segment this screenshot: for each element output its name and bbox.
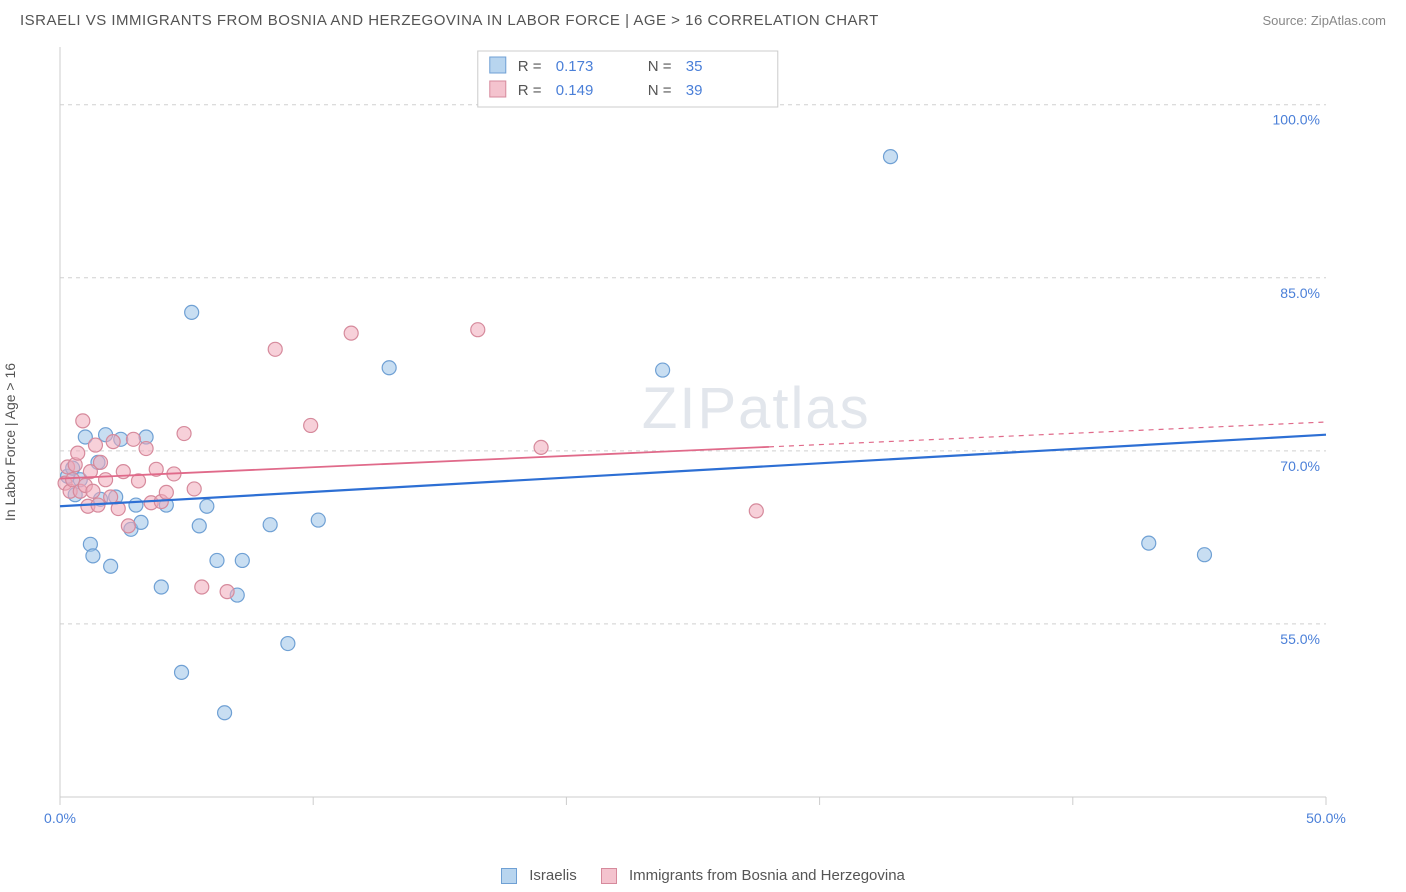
regression-line-pink [60,447,769,479]
data-point [134,515,148,529]
data-point [656,363,670,377]
svg-text:39: 39 [686,82,703,99]
data-point [311,513,325,527]
data-point [129,498,143,512]
svg-text:55.0%: 55.0% [1280,631,1320,647]
chart-header: ISRAELI VS IMMIGRANTS FROM BOSNIA AND HE… [0,0,1406,37]
data-point [344,326,358,340]
data-point [154,580,168,594]
data-point [210,553,224,567]
data-point [71,446,85,460]
chart-title: ISRAELI VS IMMIGRANTS FROM BOSNIA AND HE… [20,12,879,29]
source-attribution: Source: ZipAtlas.com [1262,13,1386,28]
data-point [86,484,100,498]
data-point [281,637,295,651]
svg-text:N =: N = [648,58,672,75]
data-point [304,418,318,432]
data-point [220,585,234,599]
data-point [187,482,201,496]
y-axis-label: In Labor Force | Age > 16 [2,363,18,521]
legend-label: Immigrants from Bosnia and Herzegovina [629,867,905,884]
watermark: ZIPatlas [642,376,871,441]
data-point [121,519,135,533]
data-point [192,519,206,533]
svg-text:70.0%: 70.0% [1280,458,1320,474]
data-point [76,414,90,428]
data-point [534,440,548,454]
data-point [175,665,189,679]
legend-swatch-pink [601,868,617,884]
data-point [86,549,100,563]
data-point [235,553,249,567]
legend-item-israelis: Israelis [501,867,577,884]
data-point [99,473,113,487]
svg-text:50.0%: 50.0% [1306,810,1346,826]
data-point [218,706,232,720]
data-point [195,580,209,594]
svg-text:85.0%: 85.0% [1280,285,1320,301]
data-point [177,427,191,441]
chart-container: In Labor Force | Age > 16 55.0%70.0%85.0… [20,37,1386,847]
legend-swatch-blue [501,868,517,884]
data-point [471,323,485,337]
data-point [1197,548,1211,562]
svg-text:R =: R = [518,82,542,99]
legend-label: Israelis [529,867,577,884]
legend-item-bosnia: Immigrants from Bosnia and Herzegovina [601,867,905,884]
data-point [1142,536,1156,550]
svg-text:0.173: 0.173 [556,58,594,75]
svg-text:35: 35 [686,58,703,75]
legend-swatch [490,81,506,97]
data-point [382,361,396,375]
data-point [185,305,199,319]
bottom-legend: Israelis Immigrants from Bosnia and Herz… [0,867,1406,884]
data-point [883,150,897,164]
data-point [104,559,118,573]
data-point [749,504,763,518]
data-point [94,455,108,469]
svg-text:0.149: 0.149 [556,82,594,99]
data-point [126,432,140,446]
data-point [263,518,277,532]
svg-text:100.0%: 100.0% [1273,112,1320,128]
svg-text:R =: R = [518,58,542,75]
data-point [88,438,102,452]
svg-text:0.0%: 0.0% [44,810,76,826]
data-point [106,435,120,449]
data-point [159,485,173,499]
data-point [200,499,214,513]
data-point [139,442,153,456]
scatter-chart: 55.0% 70.0% 85.0% 100.0% 0.0% 50.0% ZIPatlas R … [20,37,1386,847]
svg-text:N =: N = [648,82,672,99]
data-point [268,342,282,356]
legend-swatch [490,57,506,73]
